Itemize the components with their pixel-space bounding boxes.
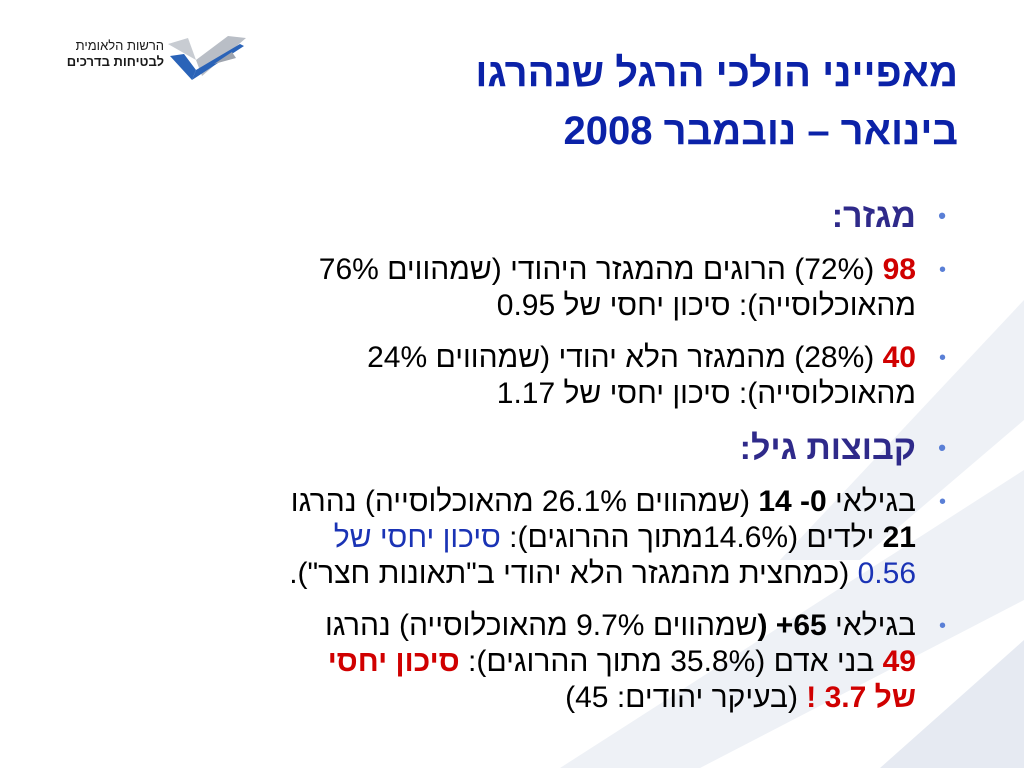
logo-checkmark-icon [168,36,246,80]
age-range: 0- 14 [758,485,827,518]
list-item-line: 0.56 (כמחצית מהמגזר הלא יהודי ב"תאונות ח… [120,556,916,592]
logo-line-2: לבטיחות בדרכים [66,54,164,69]
list-item-age-65-plus: • בגילאי 65+ (שמהווים 9.7% מהאוכלוסייה) … [120,608,946,716]
relative-risk-value: 0.56 [857,557,916,590]
list-item-line: מהאוכלוסייה): סיכון יחסי של 1.17 [496,377,916,410]
relative-risk-value: של 3.7 ! [806,681,916,714]
item-text: (72%) הרוגים מהמגזר היהודי (שמהווים 76% [318,253,883,286]
title-line-2: בינואר – נובמבר 2008 [563,109,958,153]
item-text: (כמחצית מהמגזר הלא יהודי ב"תאונות חצר"). [289,557,858,590]
bullet-icon: • [938,435,946,460]
item-text: (28%) מהמגזר הלא יהודי (שמהווים 24% [367,341,883,374]
section-heading-text: מגזר: [831,197,916,235]
item-text: בגילאי [826,485,916,518]
list-item-line: 21 ילדים (14.6%מתוך ההרוגים): סיכון יחסי… [120,520,916,556]
item-text: ילדים (14.6%מתוך ההרוגים): [500,521,883,554]
section-heading-sector: • מגזר: [120,194,946,238]
bg-stripe-3 [880,640,1024,768]
count-value: 98 [882,253,916,286]
list-item-jewish-sector: • 98 (72%) הרוגים מהמגזר היהודי (שמהווים… [120,252,946,324]
section-heading-age-groups: • קבוצות גיל: [120,426,946,470]
list-item-line: של 3.7 ! (בעיקר יהודים: 45) [120,680,916,716]
list-item-age-0-14: • בגילאי 0- 14 (שמהווים 26.1% מהאוכלוסיי… [120,484,946,592]
slide-title: מאפייני הולכי הרגל שנהרגו בינואר – נובמב… [318,44,958,160]
list-item-line: 40 (28%) מהמגזר הלא יהודי (שמהווים 24% [120,340,916,376]
logo: הרשות הלאומית לבטיחות בדרכים [38,30,248,90]
item-text: בני אדם (35.8% מתוך ההרוגים): [459,645,883,678]
item-text: בגילאי [826,609,916,642]
bullet-icon: • [938,615,946,637]
count-value: 49 [882,645,916,678]
list-item-line: בגילאי 65+ (שמהווים 9.7% מהאוכלוסייה) נה… [120,608,916,644]
item-text: (בעיקר יהודים: 45) [565,681,807,714]
relative-risk-label: סיכון יחסי [327,645,460,678]
logo-line-1: הרשות הלאומית [75,38,164,53]
item-text: (שמהווים 26.1% מהאוכלוסייה) נהרגו [290,485,759,518]
item-text: שמהווים 9.7% מהאוכלוסייה) נהרגו [324,609,758,642]
list-item-line: מהאוכלוסייה): סיכון יחסי של 0.95 [496,289,916,322]
bullet-icon: • [938,347,946,369]
bullet-icon: • [938,259,946,281]
bullet-icon: • [938,491,946,513]
list-item-line: 49 בני אדם (35.8% מתוך ההרוגים): סיכון י… [120,644,916,680]
bullet-icon: • [938,203,946,228]
age-range: 65+ ( [757,609,827,642]
content-list: • מגזר: • 98 (72%) הרוגים מהמגזר היהודי … [120,194,946,716]
count-value: 21 [882,521,916,554]
title-line-1: מאפייני הולכי הרגל שנהרגו [475,51,958,95]
list-item-non-jewish-sector: • 40 (28%) מהמגזר הלא יהודי (שמהווים 24%… [120,340,946,412]
bg-stripe-1 [780,300,1024,560]
count-value: 40 [882,341,916,374]
bg-stripe-2 [560,470,1024,768]
list-item-line: בגילאי 0- 14 (שמהווים 26.1% מהאוכלוסייה)… [120,484,916,520]
section-heading-text: קבוצות גיל: [739,429,916,467]
list-item-line: 98 (72%) הרוגים מהמגזר היהודי (שמהווים 7… [120,252,916,288]
relative-risk-label: סיכון יחסי של [333,521,501,554]
